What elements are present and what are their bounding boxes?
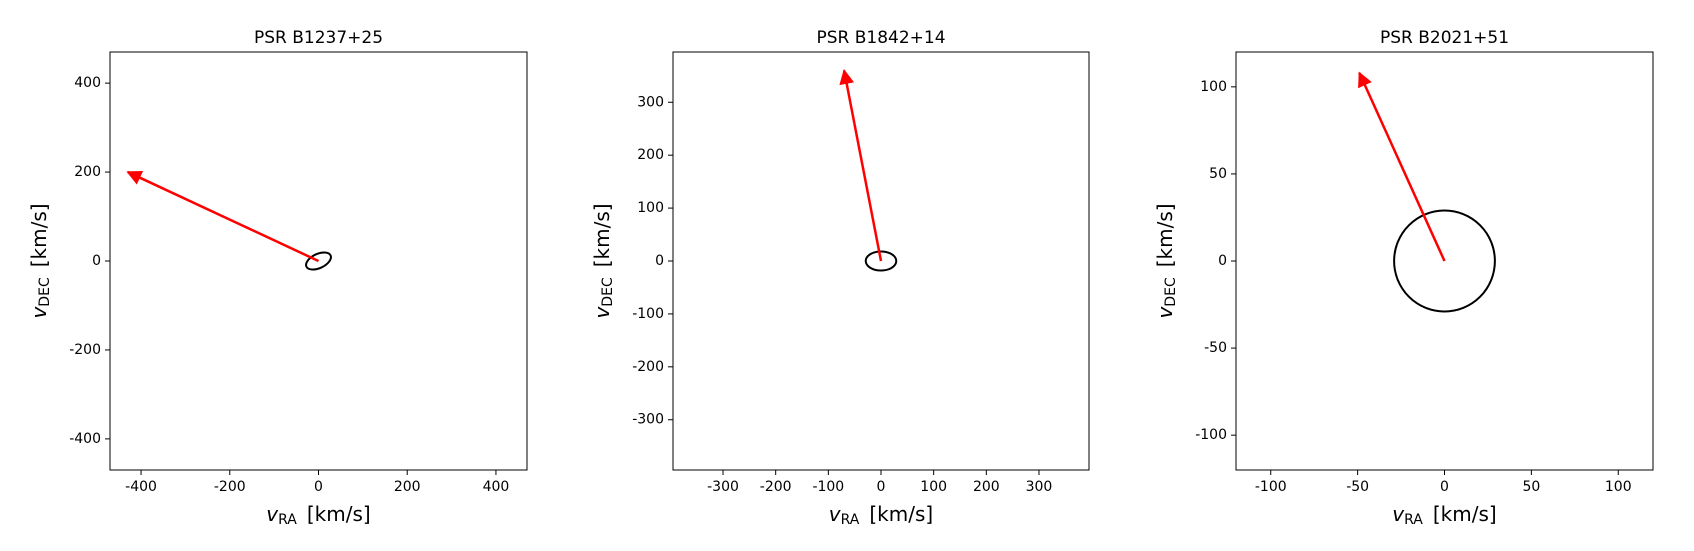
x-tick-label: 300 (1026, 479, 1053, 495)
y-tick-label: 50 (1209, 166, 1227, 182)
label-unit: [km/s] (1433, 502, 1497, 526)
y-tick-label: -200 (69, 342, 101, 358)
label-symbol: v (1392, 502, 1405, 526)
axes-frame (672, 51, 1090, 471)
label-unit: [km/s] (27, 203, 51, 267)
label-subscript: DEC (600, 277, 616, 307)
x-tick-label: -200 (214, 479, 246, 495)
label-unit: [km/s] (1153, 203, 1177, 267)
label-unit: [km/s] (590, 203, 614, 267)
label-symbol: v (829, 502, 842, 526)
y-tick-label: -100 (1195, 427, 1227, 443)
x-tick-label: 0 (1440, 479, 1449, 495)
label-symbol: v (1153, 306, 1177, 319)
x-tick-label: 200 (394, 479, 421, 495)
x-tick-label: -100 (1255, 479, 1287, 495)
label-subscript: RA (278, 512, 297, 528)
error-ellipse (864, 250, 898, 272)
x-tick-label: -400 (125, 479, 157, 495)
y-tick-label: 200 (74, 164, 101, 180)
label-unit: [km/s] (307, 502, 371, 526)
label-symbol: v (590, 306, 614, 319)
y-axis-label: vDEC [km/s] (590, 203, 617, 318)
velocity-arrow (126, 170, 320, 263)
axes-frame (109, 51, 528, 471)
x-tick-label: -300 (707, 479, 739, 495)
x-axis-label: vRA [km/s] (266, 502, 370, 529)
subplot-title: PSR B1237+25 (254, 28, 383, 48)
velocity-arrow (1358, 71, 1446, 262)
y-tick-label: 300 (637, 94, 664, 110)
velocity-arrow (839, 69, 883, 262)
x-tick-label: -200 (760, 479, 792, 495)
subplot-title: PSR B2021+51 (1380, 28, 1509, 48)
x-tick-label: 0 (877, 479, 886, 495)
x-tick-label: 100 (920, 479, 947, 495)
label-symbol: v (266, 502, 279, 526)
label-symbol: v (27, 306, 51, 319)
y-tick-label: 0 (655, 253, 664, 269)
y-tick-label: 100 (637, 200, 664, 216)
x-tick-label: -50 (1346, 479, 1369, 495)
y-tick-label: 200 (637, 147, 664, 163)
label-unit: [km/s] (869, 502, 933, 526)
error-ellipse (1393, 209, 1496, 313)
y-axis-label: vDEC [km/s] (1153, 203, 1180, 318)
error-ellipse (305, 251, 332, 271)
y-tick-label: 100 (1200, 79, 1227, 95)
y-axis-label: vDEC [km/s] (27, 203, 54, 318)
x-tick-label: 50 (1522, 479, 1540, 495)
x-tick-label: 0 (314, 479, 323, 495)
x-tick-label: 400 (483, 479, 510, 495)
y-tick-label: -200 (632, 359, 664, 375)
y-tick-label: -100 (632, 306, 664, 322)
y-tick-label: 0 (1218, 253, 1227, 269)
y-tick-label: -50 (1204, 340, 1227, 356)
label-subscript: RA (841, 512, 860, 528)
axes-frame (1235, 51, 1654, 471)
y-tick-label: 400 (74, 75, 101, 91)
x-axis-label: vRA [km/s] (829, 502, 933, 529)
y-tick-label: -300 (632, 412, 664, 428)
label-subscript: DEC (1163, 277, 1179, 307)
x-tick-label: 100 (1605, 479, 1632, 495)
label-subscript: DEC (37, 277, 53, 307)
y-tick-label: -400 (69, 431, 101, 447)
x-tick-label: 200 (973, 479, 1000, 495)
y-tick-label: 0 (92, 253, 101, 269)
subplot-title: PSR B1842+14 (816, 28, 945, 48)
x-tick-label: -100 (812, 479, 844, 495)
label-subscript: RA (1404, 512, 1423, 528)
x-axis-label: vRA [km/s] (1392, 502, 1496, 529)
